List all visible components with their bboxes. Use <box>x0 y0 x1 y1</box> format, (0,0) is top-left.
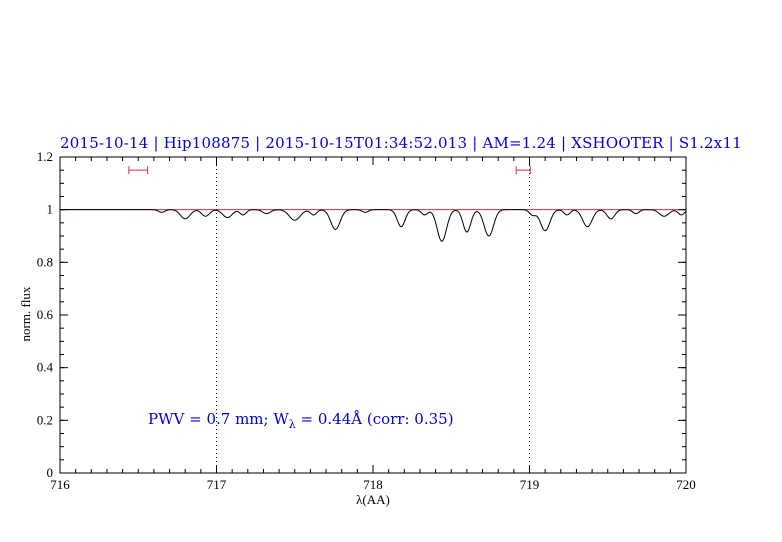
y-tick-label: 0.4 <box>37 360 54 375</box>
x-tick-label: 718 <box>363 477 383 492</box>
y-tick-label: 1 <box>47 202 54 217</box>
x-tick-label: 719 <box>520 477 540 492</box>
plot-title: 2015-10-14 | Hip108875 | 2015-10-15T01:3… <box>60 134 742 152</box>
pwv-annotation-lambda-subscript: λ <box>288 418 296 431</box>
y-tick-label: 0.2 <box>37 412 53 427</box>
pwv-annotation: PWV = 0.7 mm; Wλ = 0.44Å (corr: 0.35) <box>148 410 454 431</box>
x-tick-label: 716 <box>50 477 70 492</box>
x-tick-label: 717 <box>207 477 227 492</box>
y-axis-label: norm. flux <box>18 286 33 342</box>
y-tick-label: 1.2 <box>37 149 53 164</box>
pwv-annotation-prefix: PWV = 0.7 mm; W <box>148 410 289 428</box>
spectrum-line <box>60 209 687 242</box>
y-tick-label: 0.6 <box>37 307 54 322</box>
x-axis-label: λ(AA) <box>356 492 390 507</box>
y-tick-label: 0 <box>47 465 54 480</box>
pwv-annotation-suffix: = 0.44Å (corr: 0.35) <box>295 410 454 428</box>
x-tick-label: 720 <box>676 477 696 492</box>
y-tick-label: 0.8 <box>37 254 53 269</box>
